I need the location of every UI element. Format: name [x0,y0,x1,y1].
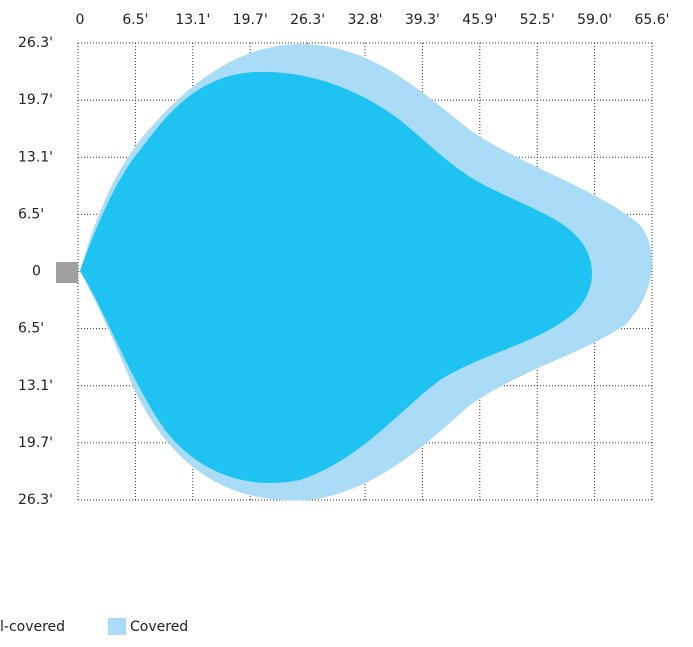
well-covered-area [80,71,592,483]
y-label: 6.5' [18,206,44,222]
y-label: 19.7' [18,435,53,451]
x-label: 0 [76,12,85,28]
y-label: 6.5' [18,321,44,337]
x-label: 26.3' [290,12,325,28]
y-label: 0 [32,264,41,280]
x-label: 6.5' [122,12,148,28]
x-label: 39.3' [405,12,440,28]
x-label: 13.1' [175,12,210,28]
y-label: 13.1' [18,149,53,165]
x-label: 19.7' [233,12,268,28]
x-label: 32.8' [347,12,382,28]
y-label: 19.7' [18,92,53,108]
y-label: 26.3' [18,492,53,508]
legend-label: Covered [130,619,188,635]
x-label: 45.9' [462,12,497,28]
y-label: 26.3' [18,35,53,51]
legend-swatch [108,618,126,635]
x-label: 59.0' [577,12,612,28]
legend-label: l-covered [0,619,65,635]
lamp [56,262,78,283]
x-label: 65.6' [634,12,669,28]
y-label: 13.1' [18,378,53,394]
x-label: 52.5' [520,12,555,28]
